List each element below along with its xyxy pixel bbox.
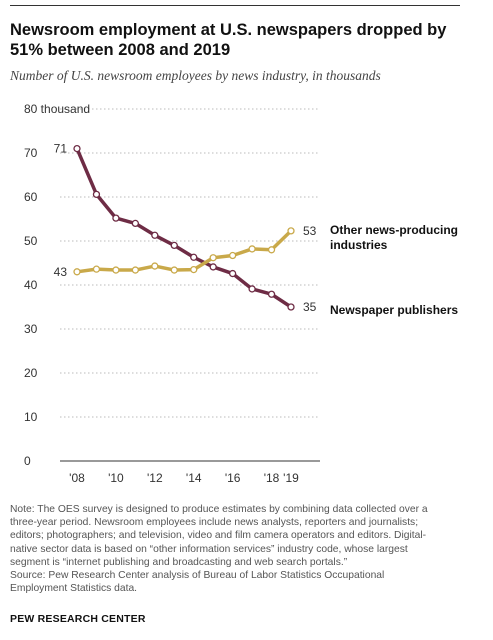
data-point <box>74 146 80 152</box>
x-tick-label: '10 <box>108 471 124 485</box>
data-point <box>93 191 99 197</box>
note-line: native sector data is based on “other in… <box>10 543 480 556</box>
x-tick-label: '12 <box>147 471 163 485</box>
data-point <box>113 267 119 273</box>
legend-other-line1: Other news-producing <box>330 223 458 237</box>
y-tick-label: 70 <box>24 146 38 160</box>
chart-note: Note: The OES survey is designed to prod… <box>10 503 480 595</box>
data-point <box>93 266 99 272</box>
y-tick-label: 10 <box>24 410 38 424</box>
data-point <box>249 246 255 252</box>
note-line: segment is “internet publishing and broa… <box>10 556 480 569</box>
data-point <box>210 264 216 270</box>
note-line: editors; photographers; and television, … <box>10 529 480 542</box>
x-tick-label: '19 <box>283 471 299 485</box>
chart-title: Newsroom employment at U.S. newspapers d… <box>10 20 475 60</box>
note-line: three-year period. Newsroom employees in… <box>10 516 480 529</box>
data-point <box>191 254 197 260</box>
x-tick-label: '18 <box>264 471 280 485</box>
y-tick-label: 40 <box>24 278 38 292</box>
source-line: Source: Pew Research Center analysis of … <box>10 569 480 582</box>
data-point <box>152 263 158 269</box>
top-rule <box>10 5 460 6</box>
data-point <box>230 271 236 277</box>
x-tick-label: '08 <box>69 471 85 485</box>
data-label-end: 53 <box>303 224 317 238</box>
x-tick-label: '14 <box>186 471 202 485</box>
data-point <box>210 255 216 261</box>
data-point <box>152 232 158 238</box>
data-point <box>249 286 255 292</box>
data-point <box>113 215 119 221</box>
legend-other-line2: industries <box>330 238 388 252</box>
grid <box>60 109 320 461</box>
pew-research-center-logo: PEW RESEARCH CENTER <box>10 613 146 625</box>
data-point <box>288 304 294 310</box>
x-axis-ticks: '08 '10 '12 '14 '16 '18'19 <box>69 471 299 485</box>
y-tick-label: 0 <box>24 454 31 468</box>
y-tick-label: 30 <box>24 322 38 336</box>
source-line: Employment Statistics data. <box>10 582 480 595</box>
data-point <box>74 269 80 275</box>
chart-subtitle: Number of U.S. newsroom employees by new… <box>10 68 480 84</box>
legend-newspaper: Newspaper publishers <box>330 303 458 317</box>
series-group: 71 35 43 53 <box>54 142 317 314</box>
y-tick-label: 50 <box>24 234 38 248</box>
data-point <box>132 220 138 226</box>
series-labels: Other news-producing industries Newspape… <box>330 223 458 317</box>
data-point <box>230 253 236 259</box>
data-label-start: 43 <box>54 265 68 279</box>
data-point <box>269 291 275 297</box>
data-point <box>132 267 138 273</box>
data-label-start: 71 <box>54 142 68 156</box>
data-point <box>288 228 294 234</box>
y-tick-label: 80 thousand <box>24 102 90 116</box>
note-line: Note: The OES survey is designed to prod… <box>10 503 480 516</box>
x-tick-label: '16 <box>225 471 241 485</box>
data-point <box>171 267 177 273</box>
data-point <box>269 247 275 253</box>
y-tick-label: 20 <box>24 366 38 380</box>
series-line-newspaper-publishers <box>77 149 291 307</box>
data-point <box>171 242 177 248</box>
y-tick-label: 60 <box>24 190 38 204</box>
data-point <box>191 267 197 273</box>
data-label-end: 35 <box>303 300 317 314</box>
